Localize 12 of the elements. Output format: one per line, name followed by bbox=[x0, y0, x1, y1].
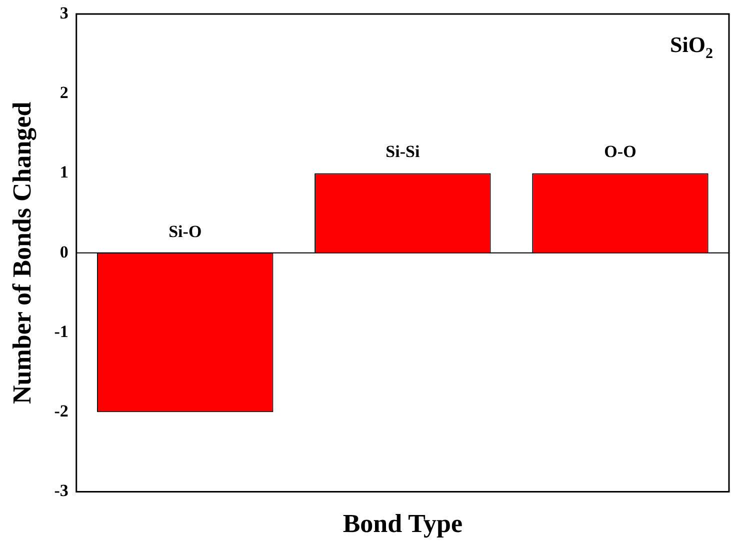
y-tick-label: 0 bbox=[60, 242, 68, 262]
y-axis-title: Number of Bonds Changed bbox=[7, 101, 36, 404]
x-tick-label: Si-O bbox=[168, 222, 202, 241]
y-tick-label: 1 bbox=[60, 162, 68, 182]
y-tick-label: 2 bbox=[60, 83, 68, 102]
x-axis-title: Bond Type bbox=[342, 509, 463, 538]
y-tick-label: -2 bbox=[54, 402, 68, 421]
y-tick-label: -1 bbox=[54, 322, 68, 341]
x-tick-label: Si-Si bbox=[386, 142, 420, 162]
y-tick-label: 3 bbox=[60, 3, 68, 22]
y-tick-label: -3 bbox=[54, 481, 68, 500]
x-tick-label: O-O bbox=[604, 142, 636, 162]
